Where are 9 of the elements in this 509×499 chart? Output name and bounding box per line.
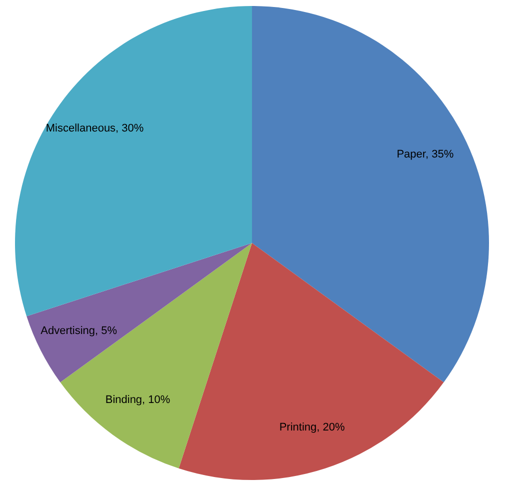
pie-slice bbox=[26, 243, 252, 382]
pie-slice bbox=[15, 6, 252, 316]
slice-label: Paper, 35% bbox=[396, 148, 454, 161]
pie-slice bbox=[252, 6, 489, 382]
slice-label: Advertising, 5% bbox=[40, 325, 118, 338]
slice-label: Printing, 20% bbox=[279, 422, 345, 434]
pie-slice bbox=[178, 243, 444, 480]
slice-label: Miscellaneous, 30% bbox=[46, 122, 144, 135]
slice-label: Binding, 10% bbox=[105, 394, 170, 406]
